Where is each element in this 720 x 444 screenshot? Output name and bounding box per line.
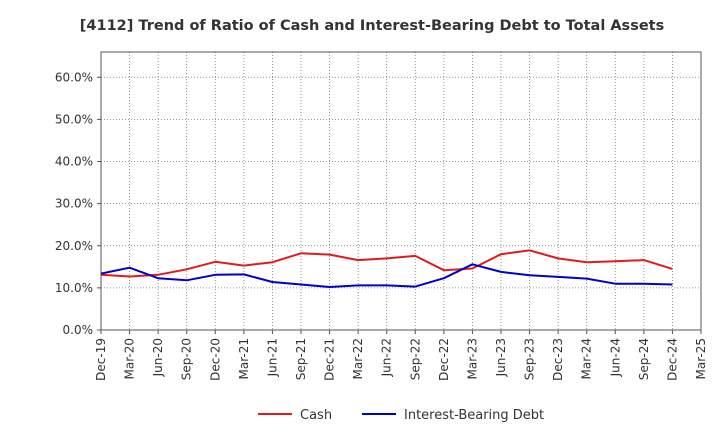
x-tick-label: Sep-21 [294, 338, 308, 380]
legend: Cash Interest-Bearing Debt [258, 408, 544, 423]
legend-label: Interest-Bearing Debt [404, 408, 544, 423]
x-tick-label: Sep-20 [180, 338, 194, 380]
x-tick-label: Jun-22 [380, 338, 394, 377]
plot-area [101, 52, 701, 330]
x-tick-label: Jun-23 [494, 338, 508, 377]
x-tick-label: Mar-25 [694, 338, 708, 379]
y-tick-label: 20.0% [55, 239, 93, 253]
plot-frame [100, 51, 702, 331]
x-tick-label: Mar-20 [123, 338, 137, 379]
legend-item: Interest-Bearing Debt [362, 408, 544, 423]
axes: 0.0% 10.0% 20.0% 30.0% 40.0% 50.0% 60.0% Dec-19… [55, 51, 708, 381]
x-tick-label: Sep-23 [523, 338, 537, 380]
x-tick-label: Mar-22 [351, 338, 365, 379]
x-tick-label: Mar-24 [580, 338, 594, 379]
x-tick-label: Dec-22 [437, 338, 451, 381]
y-tick-label: 60.0% [55, 70, 93, 84]
y-tick-label: 40.0% [55, 155, 93, 169]
series-line-interest-bearing-debt [100, 263, 673, 288]
legend-label: Cash [300, 408, 332, 423]
x-tick-label: Sep-22 [408, 338, 422, 380]
x-tick-label: Sep-24 [637, 338, 651, 380]
x-tick-label: Dec-20 [208, 338, 222, 381]
x-tick-label: Jun-24 [608, 338, 622, 377]
x-tick-label: Dec-21 [323, 338, 337, 381]
y-tick-label: 10.0% [55, 281, 93, 295]
x-tick-label: Mar-21 [237, 338, 251, 379]
x-tick-label: Dec-19 [94, 338, 108, 381]
grid-lines [100, 52, 702, 331]
x-tick-label: Dec-24 [665, 338, 679, 381]
series-lines [100, 249, 673, 288]
y-tick-label: 0.0% [63, 323, 94, 337]
x-tick-label: Mar-23 [465, 338, 479, 379]
x-tick-label: Jun-20 [151, 338, 165, 377]
y-tick-label: 50.0% [55, 112, 93, 126]
x-tick-label: Jun-21 [265, 338, 279, 377]
x-tick-label: Dec-23 [551, 338, 565, 381]
chart-title: [4112] Trend of Ratio of Cash and Intere… [80, 18, 664, 34]
series-line-cash [100, 249, 673, 278]
legend-item: Cash [258, 408, 332, 423]
y-tick-label: 30.0% [55, 197, 93, 211]
